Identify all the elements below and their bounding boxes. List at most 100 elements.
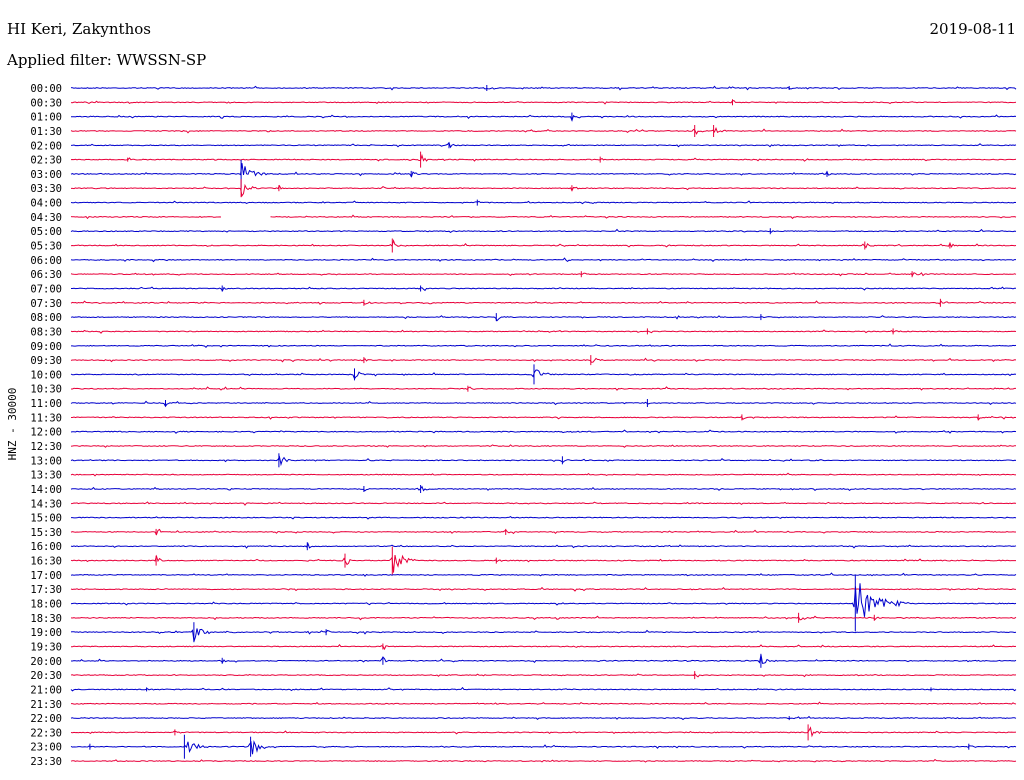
trace-1130 [71,415,1017,421]
row-time-label: 07:30 [30,298,62,310]
trace-1100 [70,400,1017,408]
row-time-label: 10:00 [30,369,62,381]
row-time-label: 14:30 [30,498,62,510]
trace-0400 [70,200,1017,205]
filter-value: WWSSN-SP [116,51,207,69]
trace-0500 [70,228,1017,234]
trace-1600 [70,542,1017,549]
row-time-label: 18:30 [30,613,62,625]
trace-2300 [70,740,1017,755]
row-time-label: 22:00 [30,713,62,725]
row-time-label: 15:30 [30,527,62,539]
trace-0800 [70,315,1017,322]
row-time-label: 11:00 [30,398,62,410]
row-time-label: 17:30 [30,584,62,596]
trace-0900 [71,343,1017,349]
row-time-label: 02:00 [30,140,62,152]
row-time-label: 19:00 [30,627,62,639]
row-time-label: 06:00 [30,255,62,267]
row-time-label: 01:30 [30,126,62,138]
row-time-label: 22:30 [30,727,62,739]
row-time-label: 20:30 [30,670,62,682]
row-time-label: 13:30 [30,470,62,482]
trace-0530 [70,239,1017,249]
row-time-label: 03:30 [30,183,62,195]
station-title: HI Keri, Zakynthos [7,20,151,38]
row-time-label: 04:00 [30,198,62,210]
trace-1830 [70,615,1017,621]
trace-0230 [70,153,1017,162]
trace-0700 [71,286,1016,292]
row-time-label: 11:30 [30,412,62,424]
trace-2200 [70,715,1017,721]
trace-1200 [70,429,1017,434]
row-time-label: 05:00 [30,226,62,238]
row-time-label: 10:30 [30,384,62,396]
trace-0100 [70,114,1017,122]
row-time-label: 12:30 [30,441,62,453]
record-date: 2019-08-11 [929,20,1016,38]
row-time-label: 02:30 [30,155,62,167]
trace-1800 [70,583,1017,617]
row-time-label: 01:00 [30,112,62,124]
row-time-label: 18:00 [30,599,62,611]
trace-1930 [71,644,1017,651]
trace-2130 [71,701,1017,705]
row-time-label: 03:00 [30,169,62,181]
trace-0830 [70,329,1017,334]
trace-2330 [70,758,1017,763]
row-time-label: 15:00 [30,513,62,525]
row-time-label: 21:30 [30,699,62,711]
row-time-label: 16:30 [30,556,62,568]
trace-1630 [70,554,1016,573]
row-time-label: 00:30 [30,97,62,109]
trace-1900 [70,628,1017,642]
row-time-label: 13:00 [30,455,62,467]
row-time-label: 12:00 [30,427,62,439]
trace-0730 [70,300,1017,305]
trace-1230 [70,444,1017,448]
row-time-label: 16:00 [30,541,62,553]
trace-0200 [70,141,1017,149]
trace-0300 [70,163,1017,178]
row-time-label: 08:30 [30,326,62,338]
trace-1500 [71,516,1017,520]
trace-2030 [70,673,1017,678]
trace-1300 [70,455,1017,467]
trace-0330 [71,183,1017,198]
row-time-label: 19:30 [30,641,62,653]
trace-1000 [70,369,1017,380]
trace-1400 [70,485,1017,492]
filter-line: Applied filter: WWSSN-SP [7,51,206,69]
trace-0600 [70,257,1016,263]
row-time-label: 14:00 [30,484,62,496]
trace-1430 [70,501,1017,506]
row-time-label: 09:30 [30,355,62,367]
trace-0630 [70,272,1017,277]
row-time-label: 05:30 [30,241,62,253]
trace-1730 [70,586,1017,592]
row-time-label: 20:00 [30,656,62,668]
row-time-label: 00:00 [30,83,62,95]
row-time-label: 06:30 [30,269,62,281]
row-time-label: 08:00 [30,312,62,324]
row-time-label: 23:30 [30,756,62,768]
row-time-label: 07:00 [30,283,62,295]
trace-0430 [70,214,1017,220]
trace-1530 [70,528,1016,536]
y-axis-label: HNZ - 30000 [6,388,19,461]
trace-0130 [70,126,1017,135]
row-time-label: 04:30 [30,212,62,224]
row-time-label: 23:00 [30,742,62,754]
trace-0000 [70,85,1017,91]
trace-0030 [70,100,1017,105]
trace-1030 [71,386,1016,391]
trace-2100 [70,686,1017,692]
trace-1330 [70,472,1017,477]
filter-label: Applied filter: [7,51,112,69]
trace-2230 [70,726,1017,738]
trace-2000 [71,654,1017,664]
trace-1700 [70,572,1017,577]
trace-0930 [70,357,1017,363]
